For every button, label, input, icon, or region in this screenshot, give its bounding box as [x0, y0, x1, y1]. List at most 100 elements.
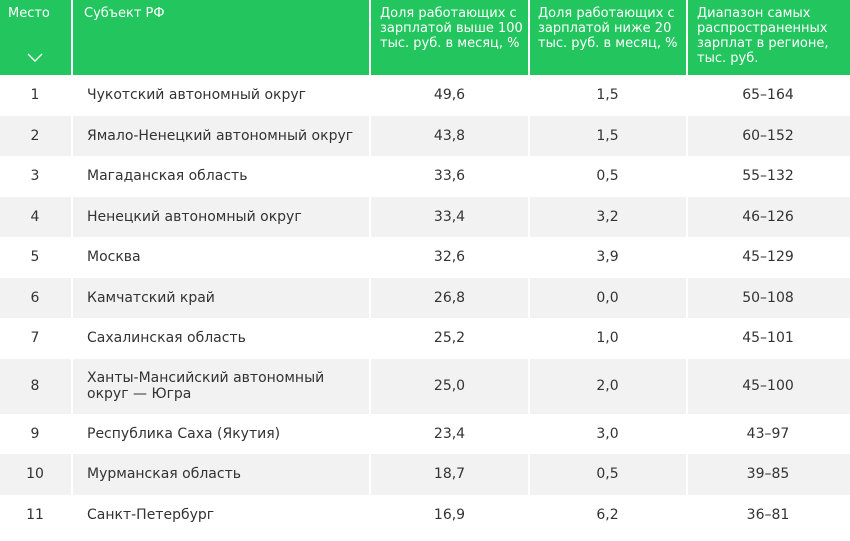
column-divider — [528, 156, 530, 197]
rank-cell: 8 — [30, 378, 40, 394]
column-divider — [71, 115, 73, 156]
column-divider — [71, 277, 73, 318]
column-header-rank[interactable]: Место — [8, 6, 70, 21]
region-cell: Камчатский край — [87, 289, 215, 306]
share-over-100-cell: 49,6 — [433, 87, 466, 104]
share-over-100-cell: 25,2 — [433, 330, 466, 347]
salary-range-cell: 45–101 — [742, 330, 794, 347]
share-under-20-cell: 6,2 — [596, 506, 619, 523]
column-divider — [528, 277, 530, 318]
share-under-20-cell: 1,5 — [596, 127, 619, 144]
column-divider — [369, 196, 371, 237]
table-row: 5 Москва 32,6 3,9 45–129 — [0, 237, 850, 278]
share-over-100-cell: 23,4 — [433, 425, 466, 442]
column-header-share-under-20[interactable]: Доля работающих с зарплатой ниже 20 тыс.… — [538, 6, 683, 51]
column-divider — [71, 237, 73, 278]
region-cell: Санкт-Петербург — [87, 506, 215, 523]
column-divider — [71, 156, 73, 197]
table-row: 11 Санкт-Петербург 16,9 6,2 36–81 — [0, 494, 850, 535]
column-divider — [71, 494, 73, 535]
column-divider — [369, 237, 371, 278]
rank-cell: 4 — [30, 208, 40, 225]
salary-range-cell: 45–100 — [742, 378, 794, 394]
column-divider — [528, 0, 530, 75]
column-header-region-label: Субъект РФ — [84, 6, 165, 21]
column-header-share-over-100[interactable]: Доля работающих с зарплатой выше 100 тыс… — [380, 6, 525, 51]
column-divider — [369, 413, 371, 454]
column-divider — [686, 277, 688, 318]
column-divider — [369, 358, 371, 414]
column-divider — [686, 237, 688, 278]
region-cell: Ненецкий автономный округ — [87, 208, 302, 225]
table-row: 6 Камчатский край 26,8 0,0 50–108 — [0, 277, 850, 318]
share-over-100-cell: 16,9 — [433, 506, 466, 523]
column-divider — [369, 494, 371, 535]
share-over-100-cell: 25,0 — [433, 378, 466, 394]
region-cell: Москва — [87, 249, 141, 266]
column-divider — [369, 277, 371, 318]
column-divider — [71, 196, 73, 237]
column-divider — [369, 115, 371, 156]
chevron-down-icon[interactable] — [26, 51, 44, 63]
column-divider — [71, 0, 73, 75]
table-row: 10 Мурманская область 18,7 0,5 39–85 — [0, 454, 850, 495]
salary-range-cell: 36–81 — [746, 506, 790, 523]
salary-range-cell: 43–97 — [746, 425, 790, 442]
share-under-20-cell: 1,5 — [596, 87, 619, 104]
rank-cell: 7 — [30, 330, 40, 347]
column-divider — [528, 237, 530, 278]
rank-cell: 11 — [26, 506, 44, 523]
table-row: 1 Чукотский автономный округ 49,6 1,5 65–164 — [0, 75, 850, 116]
rank-cell: 3 — [30, 168, 40, 185]
column-divider — [528, 358, 530, 414]
salary-range-cell: 60–152 — [742, 127, 794, 144]
salary-range-cell: 65–164 — [742, 87, 794, 104]
salary-range-cell: 39–85 — [746, 466, 790, 483]
region-cell: Ямало-Ненецкий автономный округ — [87, 127, 354, 144]
share-over-100-cell: 33,4 — [433, 208, 466, 225]
share-under-20-cell: 3,2 — [596, 208, 619, 225]
region-cell: Магаданская область — [87, 168, 248, 185]
column-divider — [686, 196, 688, 237]
column-divider — [528, 494, 530, 535]
column-divider — [528, 413, 530, 454]
share-under-20-cell: 0,5 — [596, 466, 619, 483]
column-divider — [71, 318, 73, 359]
column-divider — [369, 156, 371, 197]
column-header-region[interactable]: Субъект РФ — [84, 6, 364, 21]
region-cell: Сахалинская область — [87, 330, 246, 347]
rank-cell: 10 — [26, 466, 44, 483]
column-header-salary-range[interactable]: Диапазон самых распространенных зарплат … — [697, 6, 845, 66]
table-row: 2 Ямало-Ненецкий автономный округ 43,8 1,5 6… — [0, 115, 850, 156]
table-row: 7 Сахалинская область 25,2 1,0 45–101 — [0, 318, 850, 359]
column-divider — [528, 115, 530, 156]
region-cell: Ханты-Мансийский автономный округ — Югра — [87, 370, 325, 402]
column-divider — [369, 0, 371, 75]
column-header-rank-label: Место — [8, 6, 50, 21]
column-divider — [71, 75, 73, 116]
column-divider — [528, 75, 530, 116]
column-divider — [71, 358, 73, 414]
table-row: 8 Ханты-Мансийский автономный округ — Югр… — [0, 358, 850, 414]
table-header: Место Субъект РФ Доля работающих с зарпл… — [0, 0, 850, 75]
rank-cell: 9 — [30, 425, 40, 442]
share-under-20-cell: 0,0 — [596, 289, 619, 306]
column-header-share-over-100-label: Доля работающих с зарплатой выше 100 тыс… — [380, 6, 523, 51]
column-divider — [71, 454, 73, 495]
share-over-100-cell: 43,8 — [433, 127, 466, 144]
region-cell: Мурманская область — [87, 466, 241, 483]
column-divider — [71, 413, 73, 454]
column-divider — [528, 196, 530, 237]
rank-cell: 6 — [30, 289, 40, 306]
table-body: 1 Чукотский автономный округ 49,6 1,5 65–164… — [0, 75, 850, 535]
column-divider — [369, 318, 371, 359]
column-divider — [686, 494, 688, 535]
salary-range-cell: 55–132 — [742, 168, 794, 185]
column-divider — [528, 318, 530, 359]
column-divider — [528, 454, 530, 495]
share-under-20-cell: 3,9 — [596, 249, 619, 266]
column-divider — [686, 115, 688, 156]
column-divider — [686, 0, 688, 75]
share-under-20-cell: 2,0 — [596, 378, 619, 394]
